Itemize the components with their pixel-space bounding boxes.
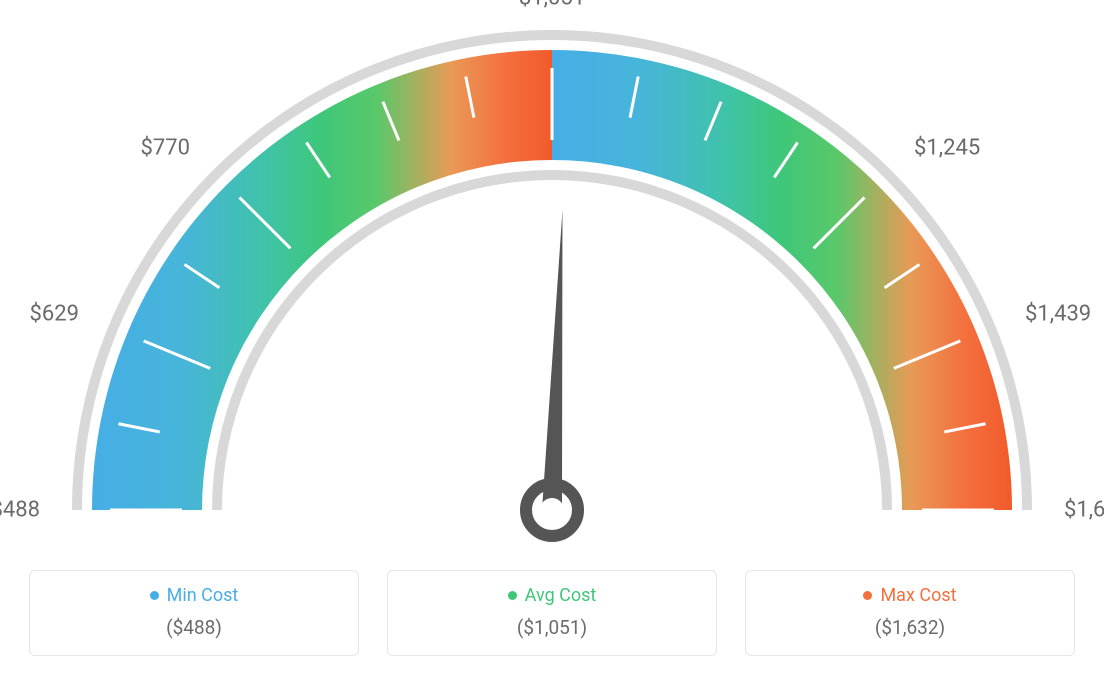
legend-label-min: Min Cost xyxy=(167,585,239,606)
legend-title-avg: Avg Cost xyxy=(508,585,597,606)
legend-dot-avg xyxy=(508,591,517,600)
legend-item-max: Max Cost ($1,632) xyxy=(745,570,1075,656)
legend-dot-max xyxy=(863,591,872,600)
legend-label-avg: Avg Cost xyxy=(525,585,597,606)
legend-value-avg: ($1,051) xyxy=(398,616,706,639)
gauge-tick-label: $629 xyxy=(30,302,79,327)
legend: Min Cost ($488) Avg Cost ($1,051) Max Co… xyxy=(0,570,1104,656)
legend-title-max: Max Cost xyxy=(863,585,956,606)
legend-value-min: ($488) xyxy=(40,616,348,639)
gauge-tick-label: $1,439 xyxy=(1025,302,1091,327)
gauge-chart xyxy=(0,0,1104,560)
gauge-tick-label: $1,245 xyxy=(914,135,980,160)
gauge-tick-label: $488 xyxy=(0,498,40,523)
legend-title-min: Min Cost xyxy=(150,585,239,606)
legend-item-min: Min Cost ($488) xyxy=(29,570,359,656)
gauge-tick-label: $1,051 xyxy=(519,0,585,11)
gauge-container: $488 $629 $770 $1,051 $1,245 $1,439 $1,632 xyxy=(0,0,1104,560)
gauge-tick-label: $770 xyxy=(140,135,189,160)
gauge-tick-label: $1,632 xyxy=(1064,498,1104,523)
legend-dot-min xyxy=(150,591,159,600)
legend-value-max: ($1,632) xyxy=(756,616,1064,639)
legend-label-max: Max Cost xyxy=(880,585,956,606)
legend-item-avg: Avg Cost ($1,051) xyxy=(387,570,717,656)
